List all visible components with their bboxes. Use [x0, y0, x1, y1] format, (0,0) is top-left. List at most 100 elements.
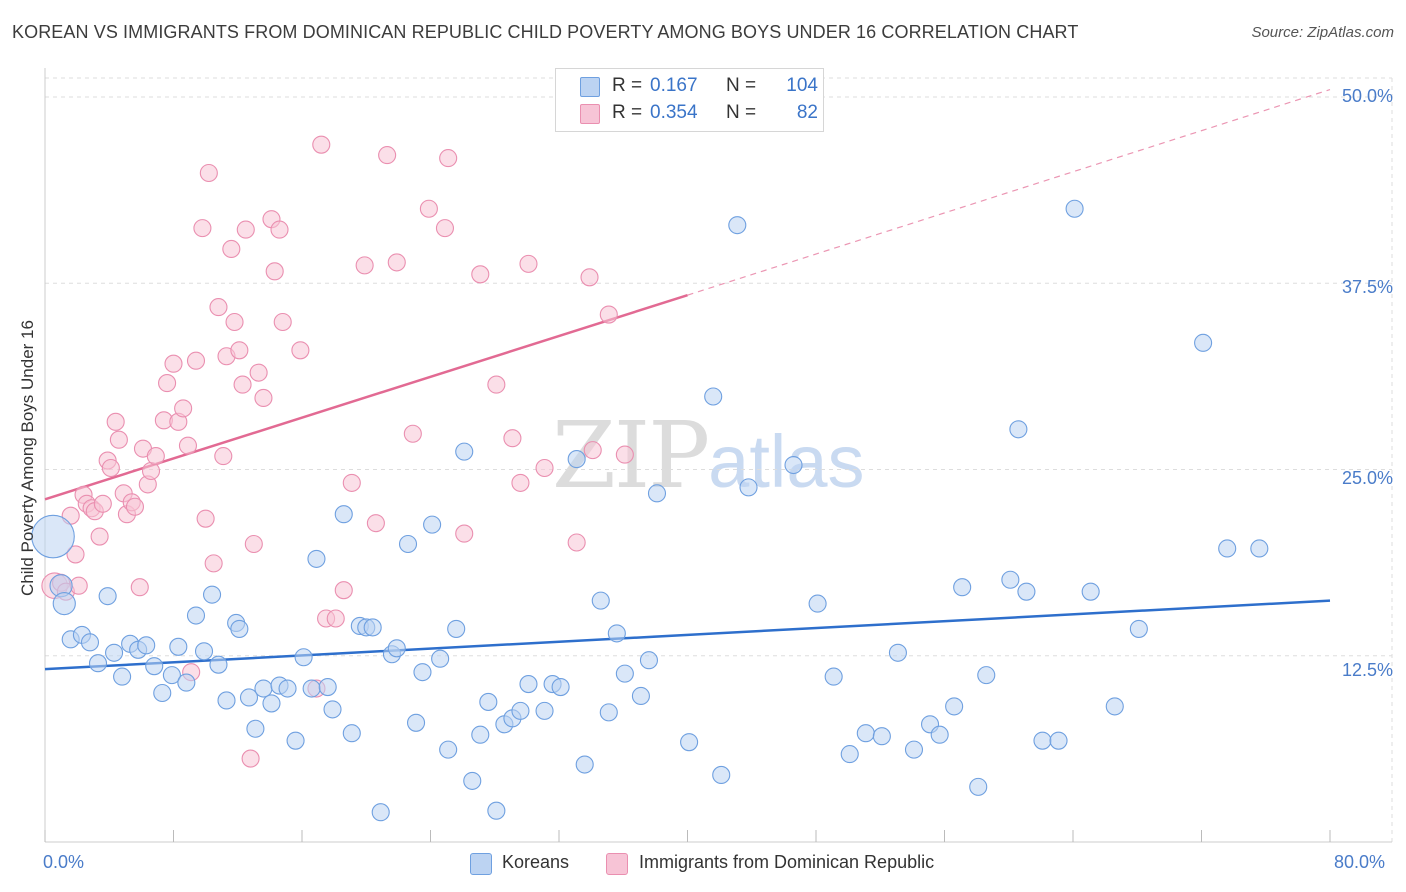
korean-point	[535, 701, 554, 720]
dominican-point	[511, 473, 530, 492]
korean-point	[511, 701, 530, 720]
korean-point	[1129, 619, 1148, 638]
dominican-point	[265, 262, 284, 281]
dominican-point	[615, 445, 634, 464]
legend-n-value: 82	[796, 102, 818, 123]
legend-r-label: R =	[612, 102, 643, 123]
korean-point	[704, 387, 723, 406]
dominican-point	[109, 430, 128, 449]
x-tick-min: 0.0%	[43, 852, 85, 872]
korean-point	[471, 725, 490, 744]
legend-r-value: 0.167	[650, 75, 698, 96]
dominican-point	[503, 429, 522, 448]
korean-point	[1081, 582, 1100, 601]
axes	[44, 68, 1392, 843]
legend-swatch-pink	[580, 104, 600, 124]
dominican-point	[164, 354, 183, 373]
korean-point	[519, 675, 538, 694]
bottom-legend-swatch-pink	[606, 853, 628, 875]
korean-point	[551, 677, 570, 697]
dominican-point	[439, 149, 458, 168]
korean-point	[286, 731, 305, 750]
korean-point	[246, 719, 265, 738]
dominican-trend-extension	[687, 88, 1331, 296]
dominican-point	[225, 312, 244, 332]
bottom-legend-label: Koreans	[502, 852, 570, 872]
dominican-point	[378, 146, 397, 165]
korean-point	[439, 740, 458, 759]
korean-point	[567, 450, 586, 469]
dominican-point	[342, 473, 361, 492]
y-axis-label: Child Poverty Among Boys Under 16	[18, 320, 37, 596]
dominican-point	[158, 374, 177, 393]
stats-legend: R = 0.167 N = 104 R = 0.354 N = 82	[555, 68, 824, 132]
korean-point	[431, 649, 450, 668]
legend-n-label: N =	[726, 75, 757, 96]
korean-point	[607, 624, 626, 643]
korean-point	[824, 667, 843, 686]
bottom-legend-label: Immigrants from Dominican Republic	[639, 852, 935, 872]
dominican-point	[387, 253, 406, 272]
korean-point	[31, 514, 75, 559]
korean-point	[447, 619, 466, 638]
dominican-trend-line	[44, 293, 688, 501]
korean-point	[784, 455, 803, 475]
korean-point	[262, 694, 281, 713]
dominican-point	[66, 545, 85, 564]
korean-point	[856, 724, 875, 743]
korean-point	[278, 679, 297, 698]
korean-point	[1033, 731, 1052, 750]
dominican-point	[90, 527, 109, 546]
korean-point	[1218, 539, 1237, 558]
y-tick-12-5: 12.5%	[1341, 660, 1393, 680]
dominican-point	[233, 375, 252, 394]
korean-point	[712, 765, 731, 785]
legend-r-label: R =	[612, 75, 643, 96]
korean-point	[808, 594, 827, 613]
korean-point	[186, 606, 206, 625]
dominican-point	[125, 497, 144, 516]
dominican-point	[174, 399, 193, 418]
korean-point	[254, 679, 273, 698]
korean-point	[406, 713, 426, 732]
dominican-point	[471, 265, 490, 284]
korean-point	[888, 643, 907, 662]
korean-point	[294, 648, 313, 667]
korean-point	[479, 692, 498, 711]
korean-point	[945, 697, 964, 716]
dominican-point	[419, 199, 438, 218]
korean-point	[203, 585, 222, 604]
dominican-point	[273, 312, 292, 332]
korean-point	[977, 666, 996, 685]
korean-point	[728, 216, 747, 235]
korean-point	[1049, 731, 1068, 750]
korean-point	[80, 633, 100, 652]
dominican-point	[236, 220, 255, 239]
korean-point	[739, 478, 758, 497]
dominican-point	[519, 254, 538, 273]
korean-point	[52, 591, 76, 616]
dominican-point	[366, 514, 385, 533]
korean-point	[105, 643, 124, 662]
korean-point	[371, 803, 390, 822]
korean-point	[194, 642, 214, 661]
korean-point	[1194, 333, 1213, 352]
korean-point	[969, 777, 988, 796]
legend-r-value: 0.354	[650, 102, 698, 123]
chart-title: KOREAN VS IMMIGRANTS FROM DOMINICAN REPU…	[12, 22, 1079, 42]
korean-point	[113, 667, 132, 686]
bottom-legend-swatch-blue	[470, 853, 492, 875]
dominican-point	[199, 163, 218, 183]
dominican-point	[69, 576, 88, 595]
legend-n-value: 104	[786, 75, 818, 96]
korean-point	[840, 745, 859, 764]
korean-point	[1250, 539, 1269, 558]
korean-point	[398, 534, 418, 554]
dominican-point	[130, 578, 149, 597]
korean-point	[88, 654, 108, 673]
dominican-point	[193, 219, 212, 238]
dominican-point	[254, 388, 273, 408]
dominican-point	[178, 436, 198, 455]
korean-point	[318, 677, 337, 697]
dominican-point	[435, 219, 455, 238]
